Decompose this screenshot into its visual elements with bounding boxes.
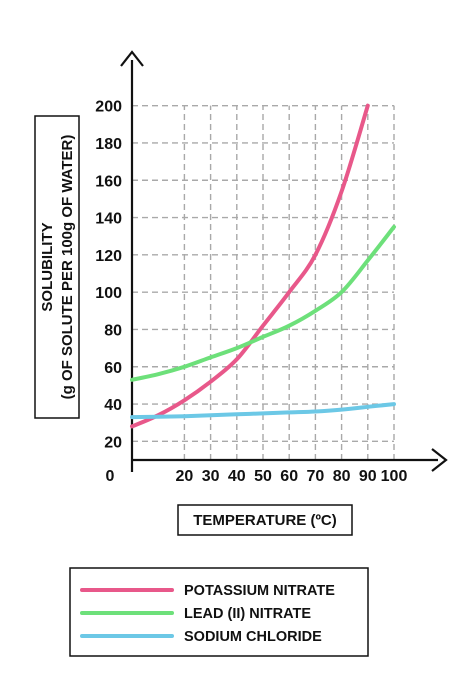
x-tick-label: 20 <box>176 468 194 485</box>
origin-label: 0 <box>106 468 115 485</box>
series-line-lead-ii-nitrate <box>130 224 396 382</box>
y-tick-label: 20 <box>104 434 122 451</box>
y-tick-label: 80 <box>104 322 122 339</box>
y-tick-label: 200 <box>95 99 122 116</box>
axes <box>120 50 448 472</box>
y-tick-label: 140 <box>95 211 122 228</box>
x-axis-arrow <box>431 448 448 472</box>
y-tick-label: 120 <box>95 248 122 265</box>
y-axis-title-box <box>34 115 80 419</box>
legend-label-potassium-nitrate: POTASSIUM NITRATE <box>184 583 335 599</box>
x-tick-label: 80 <box>333 468 351 485</box>
y-axis-title-line2: (g OF SOLUTE PER 100g OF WATER) <box>59 135 76 400</box>
grid-lines <box>132 104 395 460</box>
legend-label-sodium-chloride: SODIUM CHLORIDE <box>184 629 322 645</box>
y-tick-label: 60 <box>104 360 122 377</box>
series-line-sodium-chloride <box>130 402 396 420</box>
y-tick-label: 180 <box>95 136 122 153</box>
series-line-potassium-nitrate <box>130 103 370 429</box>
y-tick-label: 40 <box>104 397 122 414</box>
x-tick-label: 70 <box>307 468 325 485</box>
legend-label-lead-ii-nitrate: LEAD (II) NITRATE <box>184 606 311 622</box>
y-axis-title: SOLUBILITY (g OF SOLUTE PER 100g OF WATE… <box>34 115 80 419</box>
x-tick-labels: 20 30 40 50 60 70 80 90 100 <box>176 468 408 485</box>
series-lines <box>130 103 396 429</box>
x-tick-label: 90 <box>359 468 377 485</box>
x-axis-title: TEMPERATURE (ºC) <box>177 504 353 536</box>
y-axis-arrow <box>120 50 144 67</box>
y-tick-label: 160 <box>95 173 122 190</box>
y-axis-title-line1: SOLUBILITY <box>39 222 56 311</box>
y-tick-labels: 20 40 60 80 100 120 140 160 180 200 <box>95 99 122 452</box>
y-tick-label: 100 <box>95 285 122 302</box>
x-tick-label: 50 <box>254 468 272 485</box>
x-axis-title: TEMPERATURE (ºC) <box>193 512 337 529</box>
legend: POTASSIUM NITRATE LEAD (II) NITRATE SODIUM… <box>69 567 369 657</box>
x-tick-label: 30 <box>202 468 220 485</box>
x-tick-label: 100 <box>381 468 408 485</box>
x-axis-title-box <box>177 504 353 536</box>
x-tick-label: 60 <box>280 468 298 485</box>
x-tick-label: 40 <box>228 468 246 485</box>
